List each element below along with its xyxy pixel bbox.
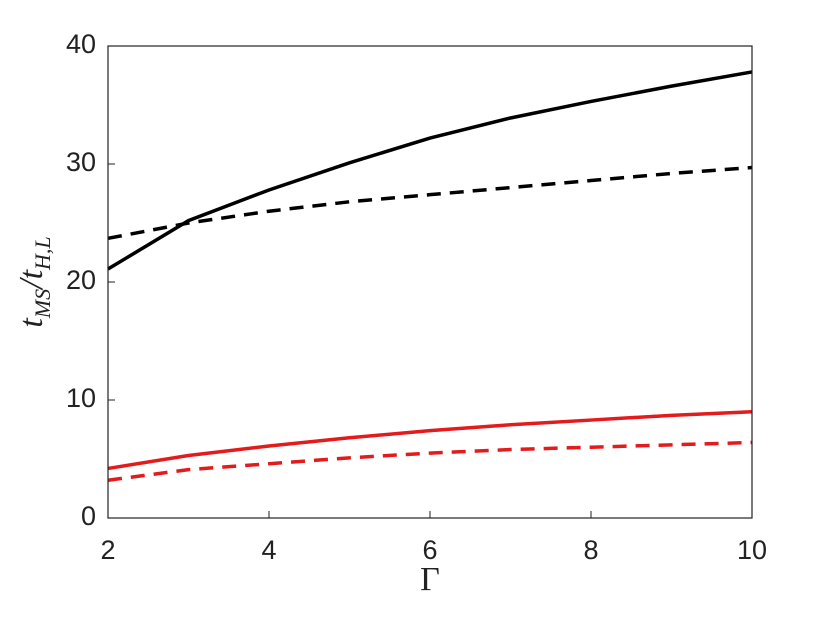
y-label-part: /t — [13, 268, 50, 290]
data-line — [107, 410, 753, 471]
y-axis-label: tMS/tH,L — [13, 236, 55, 327]
x-axis-label: Γ — [420, 561, 440, 598]
y-tick-label: 30 — [66, 147, 96, 177]
data-line — [107, 70, 753, 271]
x-tick-label: 10 — [737, 535, 767, 565]
data-line — [107, 440, 753, 482]
y-tick-label: 0 — [81, 501, 96, 531]
y-tick-label: 40 — [66, 29, 96, 59]
y-label-part: MS — [30, 289, 55, 319]
y-tick-label: 10 — [66, 383, 96, 413]
x-tick-label: 2 — [100, 535, 115, 565]
x-tick-label: 4 — [261, 535, 276, 565]
y-tick-label: 20 — [66, 265, 96, 295]
y-label-part: t — [13, 317, 50, 328]
data-line — [107, 165, 753, 241]
x-tick-label: 8 — [583, 535, 598, 565]
y-label-part: H,L — [30, 236, 55, 271]
plot-frame — [107, 45, 753, 519]
x-tick-label: 6 — [422, 535, 437, 565]
